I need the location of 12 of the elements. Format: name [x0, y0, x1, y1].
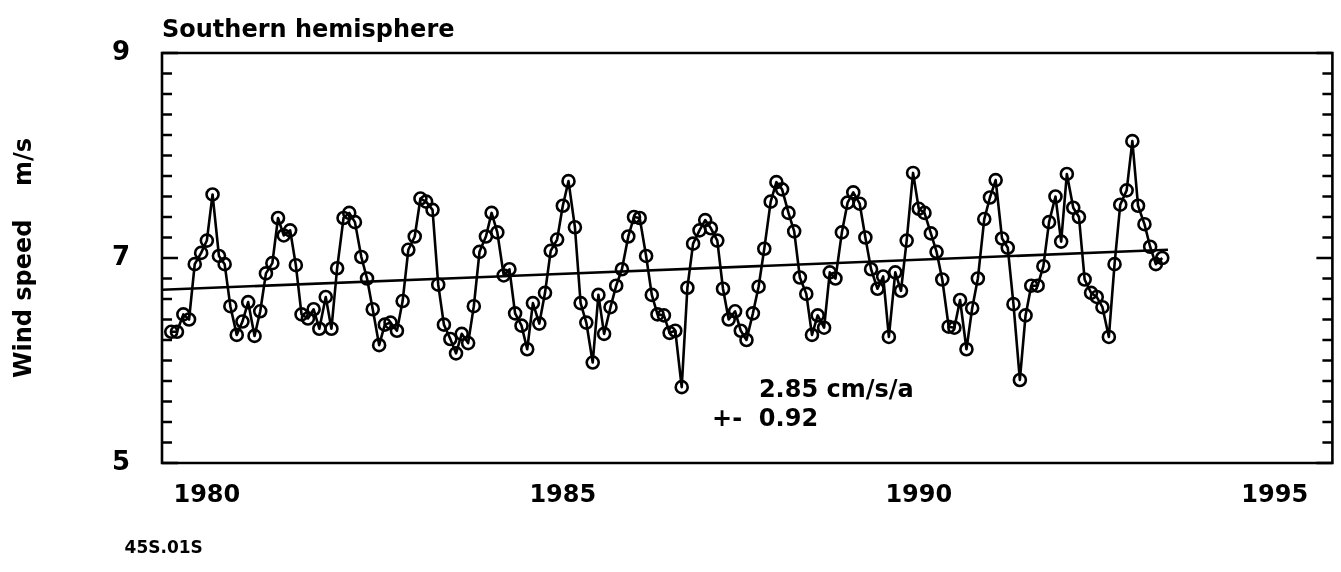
annotation: 2.85 cm/s/a: [758, 375, 914, 404]
x-tick-label: 1990: [885, 479, 953, 508]
chart-title: Southern hemisphere: [162, 15, 455, 43]
y-tick-label: 7: [111, 240, 130, 271]
y-tick-label: 9: [111, 35, 130, 66]
x-tick-label: 1980: [173, 479, 241, 508]
text: 45S.01S: [124, 537, 203, 558]
x-tick-label: 1995: [1241, 479, 1309, 508]
y-tick-label: 5: [111, 445, 130, 476]
annotation: +- 0.92: [712, 404, 819, 433]
y-axis-title: Wind speed m/s: [8, 138, 37, 378]
x-tick-label: 1985: [529, 479, 597, 508]
